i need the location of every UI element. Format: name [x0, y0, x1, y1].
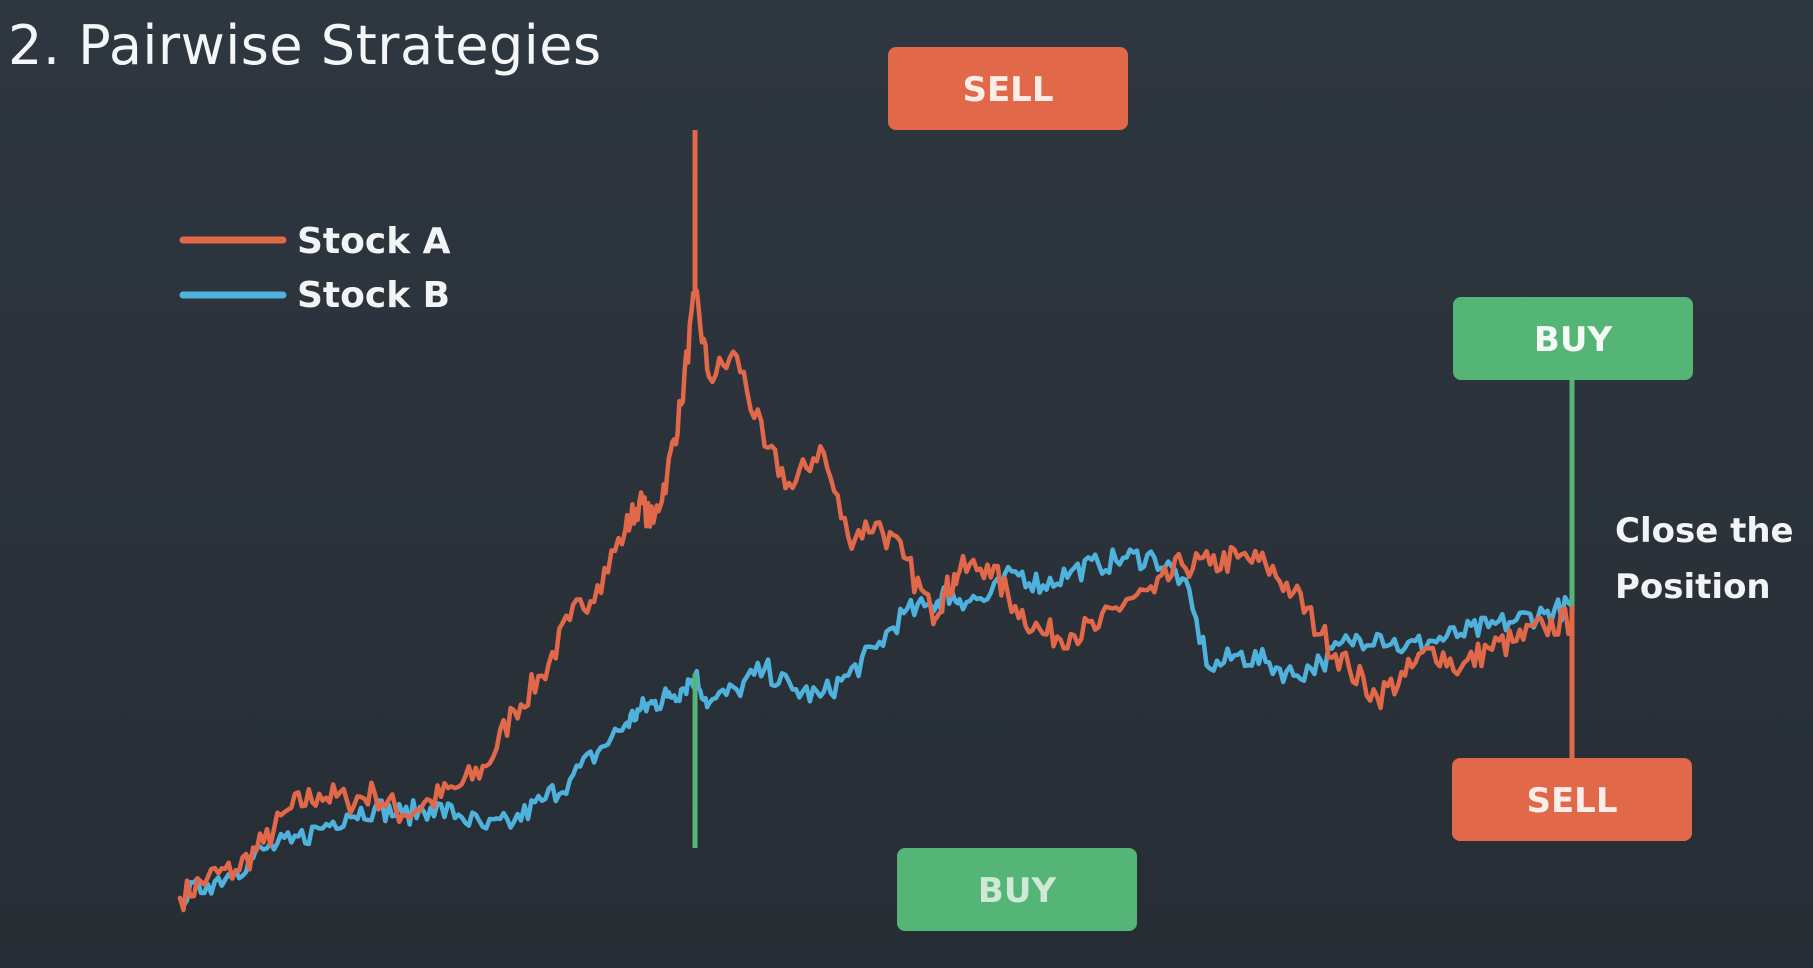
buy-right-box [1453, 297, 1693, 380]
sell-top-callout: SELL [888, 47, 1128, 130]
sell-top-box [888, 47, 1128, 130]
series-line-stock-a [177, 288, 1575, 913]
connectors [692, 130, 1575, 848]
buy-bottom-label: BUY [978, 871, 1057, 911]
sell-top-label: SELL [962, 70, 1053, 110]
chart-legend: Stock A Stock B [179, 221, 451, 316]
slide-title: 2. Pairwise Strategies [8, 14, 602, 77]
sell-right-box [1452, 758, 1692, 841]
close-position-line-1: Close the [1615, 511, 1794, 551]
series-line-stock-b [177, 547, 1575, 909]
sell-right-label: SELL [1526, 781, 1617, 821]
buy-right-label: BUY [1534, 320, 1613, 360]
close-position-line-2: Position [1615, 567, 1771, 607]
sell-right-callout: SELL [1452, 758, 1692, 841]
buy-bottom-box [897, 848, 1137, 931]
close-position-annotation: Close the Position [1615, 511, 1794, 607]
legend-label-stock-a: Stock A [297, 221, 451, 262]
buy-right-callout: BUY [1453, 297, 1693, 380]
legend-label-stock-b: Stock B [297, 275, 450, 316]
buy-bottom-callout: BUY [897, 848, 1137, 931]
series-layer [177, 288, 1575, 913]
